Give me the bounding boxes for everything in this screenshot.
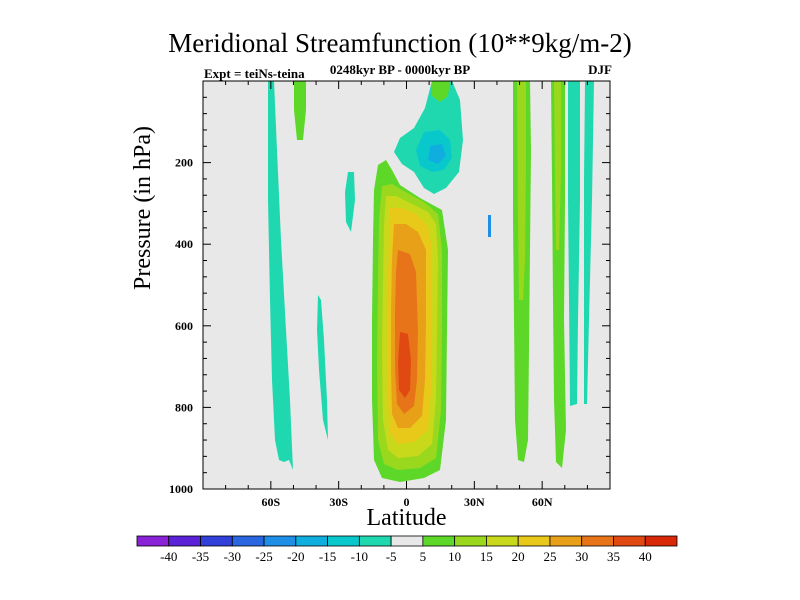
colorbar-level-label: 10 — [448, 549, 461, 564]
y-tick-label: 400 — [175, 237, 193, 251]
colorbar-level-label: 25 — [543, 549, 556, 564]
colorbar-swatch — [581, 535, 614, 547]
colorbar-level-label: -15 — [319, 549, 336, 564]
tropical-negative-cell-core — [428, 144, 446, 164]
southern-positive-sliver — [294, 81, 306, 140]
x-tick-label: 30S — [329, 495, 348, 509]
colorbar-level-label: 30 — [575, 549, 588, 564]
y-tick-label: 800 — [175, 400, 193, 414]
contour-fields — [268, 81, 594, 482]
x-tick-label: 60N — [532, 495, 553, 509]
southern-negative-band — [268, 81, 293, 470]
colorbar-level-label: 35 — [607, 549, 620, 564]
colorbar-swatch — [358, 535, 392, 547]
colorbar-swatch — [454, 535, 487, 547]
colorbar-level-label: 40 — [639, 549, 652, 564]
colorbar-swatch — [517, 535, 551, 547]
colorbar-swatch — [613, 535, 646, 547]
chart-subtitle: 0248kyr BP - 0000kyr BP — [329, 62, 471, 77]
colorbar-swatch — [327, 535, 360, 547]
x-tick-label: 30N — [464, 495, 485, 509]
colorbar-level-label: 20 — [512, 549, 525, 564]
x-tick-label: 60S — [261, 495, 280, 509]
chart-title: Meridional Streamfunction (10**9kg/m-2) — [168, 28, 632, 58]
colorbar-level-label: -35 — [192, 549, 209, 564]
colorbar-level-label: 15 — [480, 549, 493, 564]
colorbar-level-label: -10 — [351, 549, 368, 564]
colorbar-swatch — [263, 535, 297, 547]
colorbar-swatch — [136, 535, 170, 547]
y-ticks: 200 400 600 800 1000 — [169, 96, 610, 496]
colorbar: -40 -35 -30 -25 -20 -15 -10 -5 5 10 15 20 25 30 35 40 — [136, 535, 678, 564]
x-tick-label: 0 — [404, 495, 410, 509]
x-ticks: 60S 30S 0 30N 60N — [225, 81, 588, 509]
colorbar-swatch — [549, 535, 583, 547]
x-axis-label: Latitude — [366, 505, 447, 531]
northern-negative-band-2 — [584, 81, 594, 404]
equatorial-cell-level-35 — [398, 332, 411, 398]
northern-positive-band-inner — [517, 81, 526, 300]
northern-negative-band — [568, 81, 580, 406]
colorbar-swatch — [168, 535, 201, 547]
colorbar-swatch — [295, 535, 328, 547]
small-negative-tick — [488, 215, 491, 237]
experiment-label: Expt = teiNs-teina — [204, 66, 305, 81]
colorbar-level-label: -5 — [386, 549, 397, 564]
colorbar-swatch — [486, 535, 519, 547]
colorbar-swatch — [200, 535, 233, 547]
tropical-positive-tip — [432, 81, 450, 102]
colorbar-level-label: -20 — [287, 549, 304, 564]
colorbar-swatch — [422, 535, 456, 547]
y-tick-label: 1000 — [169, 482, 193, 496]
colorbar-level-label: -40 — [160, 549, 177, 564]
colorbar-level-label: -25 — [255, 549, 272, 564]
colorbar-swatch — [644, 535, 678, 547]
southern-negative-filament — [317, 295, 328, 440]
colorbar-swatch — [390, 535, 424, 547]
colorbar-swatch — [231, 535, 265, 547]
colorbar-level-label: -30 — [224, 549, 241, 564]
y-tick-label: 600 — [175, 319, 193, 333]
season-label: DJF — [588, 62, 612, 77]
colorbar-level-label: 5 — [420, 549, 427, 564]
northern-positive-band-2-outer — [551, 81, 566, 468]
y-tick-label: 200 — [175, 156, 193, 170]
northern-positive-band-2-inner — [554, 81, 561, 250]
southern-negative-blob — [345, 172, 355, 232]
